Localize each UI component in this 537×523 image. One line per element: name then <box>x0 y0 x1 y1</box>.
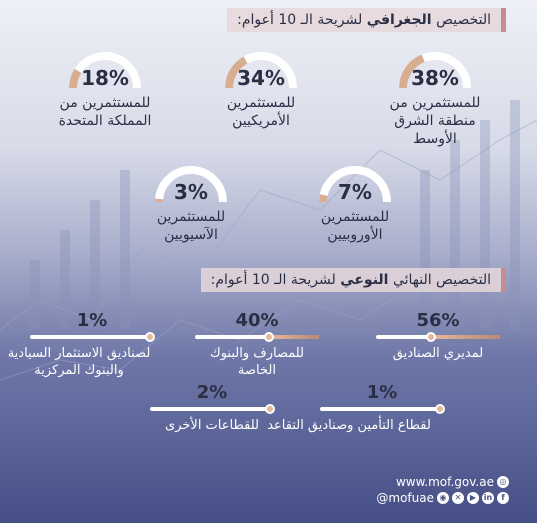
gauge-arc <box>155 166 227 203</box>
bar-track <box>320 404 446 414</box>
gauge-track <box>319 166 391 203</box>
gauge-fill <box>225 56 248 89</box>
bar-banks: 40% للمصارف والبنوك الخاصة <box>195 310 319 379</box>
gauge-asians: 3% للمستثمرين الآسيويين <box>126 162 256 244</box>
gauge-americans: 34% للمستثمرين الأمريكيين <box>196 48 326 130</box>
bar-knob <box>425 332 436 342</box>
website-link[interactable]: www.mof.gov.ae <box>395 475 494 489</box>
gauge-arc <box>225 52 297 89</box>
footer: www.mof.gov.ae ◎ @mofuae ◉ ✕ ▶ in f <box>376 474 509 506</box>
type-section-title: التخصيص النهائي النوعي لشريحة الـ 10 أعو… <box>200 268 506 292</box>
gauge-percent: 38% <box>411 66 459 90</box>
bar-fund-managers: 56% لمديري الصناديق <box>376 310 500 362</box>
twitter-icon[interactable]: ✕ <box>452 492 464 504</box>
gauge-percent: 3% <box>174 180 208 204</box>
gauge-label: للمستثمرين من المملكة المتحدة <box>58 95 152 129</box>
bar-label: لصناديق الاستثمار السيادية والبنوك المرك… <box>7 346 151 378</box>
type-title-bold: النوعي <box>340 272 389 288</box>
gauge-arc <box>319 166 391 203</box>
globe-icon: ◎ <box>497 476 509 488</box>
bar-knob <box>145 332 156 342</box>
gauge-track <box>155 166 227 203</box>
gauge-arc <box>69 52 141 89</box>
bar-percent: 56% <box>416 310 460 331</box>
gauge-fill <box>69 68 82 89</box>
bar-fill <box>269 335 319 339</box>
bar-percent: 1% <box>366 382 398 403</box>
gauge-middle-east: 38% للمستثمرين من منطقة الشرق الأوسط <box>370 48 500 148</box>
type-title-suffix: لشريحة الـ 10 أعوام: <box>210 272 336 288</box>
bar-percent: 1% <box>76 310 108 331</box>
bar-sovereign-funds: 1% لصناديق الاستثمار السيادية والبنوك ال… <box>8 310 156 379</box>
gauge-fill <box>399 54 425 89</box>
gauge-fill <box>319 194 328 203</box>
youtube-icon[interactable]: ▶ <box>467 492 479 504</box>
gauge-uk: 18% للمستثمرين من المملكة المتحدة <box>30 48 180 130</box>
facebook-icon[interactable]: f <box>497 492 509 504</box>
type-title-prefix: التخصيص النهائي <box>392 272 491 288</box>
bar-track <box>376 332 500 342</box>
bar-label: لقطاع التأمين وصناديق التقاعد <box>267 418 431 433</box>
bar-label: للمصارف والبنوك الخاصة <box>209 346 305 378</box>
bar-percent: 40% <box>235 310 279 331</box>
bar-track <box>195 332 319 342</box>
gauge-percent: 18% <box>81 66 129 90</box>
bar-other-sectors: 2% للقطاعات الأخرى <box>150 382 276 434</box>
gauge-arc <box>399 52 471 89</box>
instagram-icon[interactable]: ◉ <box>437 492 449 504</box>
bar-label: للقطاعات الأخرى <box>165 418 259 433</box>
gauge-europeans: 7% للمستثمرين الأوروبيين <box>290 162 420 244</box>
bar-fill <box>430 335 500 339</box>
social-handle: @mofuae <box>376 491 434 505</box>
bar-track <box>150 404 276 414</box>
footer-social-row: @mofuae ◉ ✕ ▶ in f <box>376 490 509 506</box>
bar-label: لمديري الصناديق <box>392 346 484 361</box>
geo-section-title: التخصيص الجغرافي لشريحة الـ 10 أعوام: <box>227 8 506 32</box>
gauge-label: للمستثمرين من منطقة الشرق الأوسط <box>389 95 481 147</box>
bar-track <box>30 332 156 342</box>
geo-title-prefix: التخصيص <box>436 12 491 28</box>
bar-knob <box>265 404 276 414</box>
linkedin-icon[interactable]: in <box>482 492 494 504</box>
gauge-percent: 34% <box>237 66 285 90</box>
footer-website-row: www.mof.gov.ae ◎ <box>376 474 509 490</box>
geo-title-suffix: لشريحة الـ 10 أعوام: <box>237 12 363 28</box>
bar-knob <box>264 332 275 342</box>
bar-insurance-pension: 1% لقطاع التأمين وصناديق التقاعد <box>267 382 446 434</box>
bar-percent: 2% <box>196 382 228 403</box>
bar-knob <box>435 404 446 414</box>
gauge-label: للمستثمرين الأوروبيين <box>320 209 390 243</box>
gauge-percent: 7% <box>338 180 372 204</box>
gauge-label: للمستثمرين الأمريكيين <box>226 95 296 129</box>
geo-title-bold: الجغرافي <box>366 12 432 28</box>
gauge-label: للمستثمرين الآسيويين <box>156 209 226 243</box>
